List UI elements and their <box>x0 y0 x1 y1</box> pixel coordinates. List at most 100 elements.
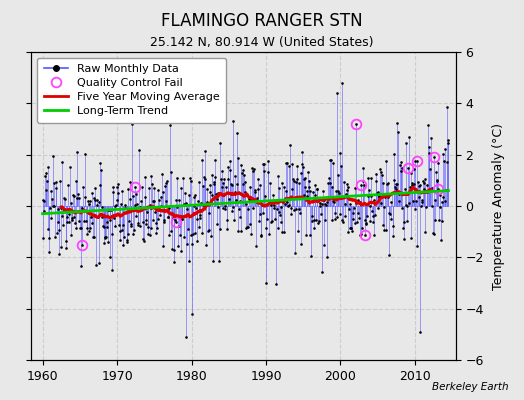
Point <box>90 195 99 202</box>
Point <box>411 158 420 164</box>
Point <box>222 217 231 223</box>
Point <box>154 187 162 193</box>
Point <box>248 165 256 172</box>
Point <box>388 233 397 239</box>
Point <box>344 184 352 191</box>
Point <box>217 168 226 174</box>
Point <box>246 184 254 190</box>
Point <box>148 198 157 205</box>
Point <box>290 178 299 184</box>
Point <box>424 122 432 128</box>
Point <box>307 253 315 259</box>
Point <box>177 248 185 255</box>
Point <box>324 180 333 186</box>
Point <box>285 163 293 170</box>
Point <box>84 198 92 204</box>
Point <box>347 225 356 231</box>
Point <box>318 269 326 275</box>
Point <box>201 176 210 183</box>
Point <box>85 225 94 231</box>
Point <box>297 240 305 247</box>
Point <box>337 163 345 169</box>
Point <box>444 137 453 143</box>
Point <box>303 188 312 195</box>
Point <box>322 199 331 206</box>
Point <box>185 192 193 198</box>
Point <box>412 158 421 164</box>
Point <box>181 200 190 206</box>
Point <box>56 178 64 184</box>
Point <box>146 202 154 208</box>
Point <box>416 182 424 189</box>
Point <box>321 217 329 224</box>
Point <box>366 203 374 209</box>
Point <box>117 201 125 207</box>
Point <box>202 186 211 192</box>
Point <box>85 201 93 207</box>
Point <box>339 194 347 200</box>
Point <box>373 190 381 196</box>
Point <box>349 210 357 216</box>
Point <box>135 147 143 153</box>
Point <box>336 150 344 156</box>
Point <box>43 164 52 170</box>
Point <box>47 188 56 194</box>
Point <box>148 181 156 187</box>
Point <box>59 222 67 228</box>
Point <box>79 183 87 190</box>
Point <box>340 179 348 186</box>
Point <box>104 239 113 246</box>
Point <box>214 190 223 196</box>
Point <box>218 184 226 190</box>
Point <box>235 198 244 204</box>
Point <box>197 200 205 207</box>
Point <box>100 224 108 231</box>
Point <box>80 218 89 224</box>
Point <box>61 245 70 252</box>
Point <box>195 215 204 221</box>
Point <box>228 182 236 188</box>
Point <box>319 188 327 194</box>
Point <box>172 204 181 211</box>
Point <box>374 205 383 211</box>
Point <box>193 238 202 244</box>
Point <box>115 236 124 243</box>
Point <box>436 192 444 198</box>
Point <box>60 195 69 202</box>
Point <box>435 203 444 210</box>
Point <box>265 199 274 205</box>
Point <box>163 178 171 184</box>
Point <box>157 194 165 200</box>
Point <box>296 210 304 217</box>
Point <box>280 229 289 236</box>
Point <box>330 199 339 205</box>
Point <box>65 219 73 225</box>
Point <box>419 186 428 192</box>
Point <box>237 228 245 234</box>
Point <box>219 180 227 186</box>
Point <box>315 200 324 206</box>
Point <box>415 182 423 189</box>
Point <box>335 210 344 217</box>
Point <box>377 169 386 176</box>
Point <box>198 157 206 163</box>
Point <box>369 218 377 225</box>
Point <box>361 232 369 238</box>
Point <box>162 180 170 186</box>
Point <box>112 184 121 190</box>
Point <box>121 202 129 208</box>
Point <box>379 227 388 234</box>
Point <box>201 147 209 154</box>
Point <box>139 236 147 242</box>
Point <box>75 218 83 225</box>
Point <box>258 202 266 208</box>
Point <box>361 217 369 224</box>
Point <box>110 215 118 221</box>
Point <box>413 243 421 249</box>
Point <box>382 158 390 164</box>
Point <box>43 178 51 184</box>
Point <box>64 210 73 217</box>
Point <box>332 214 341 220</box>
Point <box>205 189 214 196</box>
Point <box>419 178 427 184</box>
